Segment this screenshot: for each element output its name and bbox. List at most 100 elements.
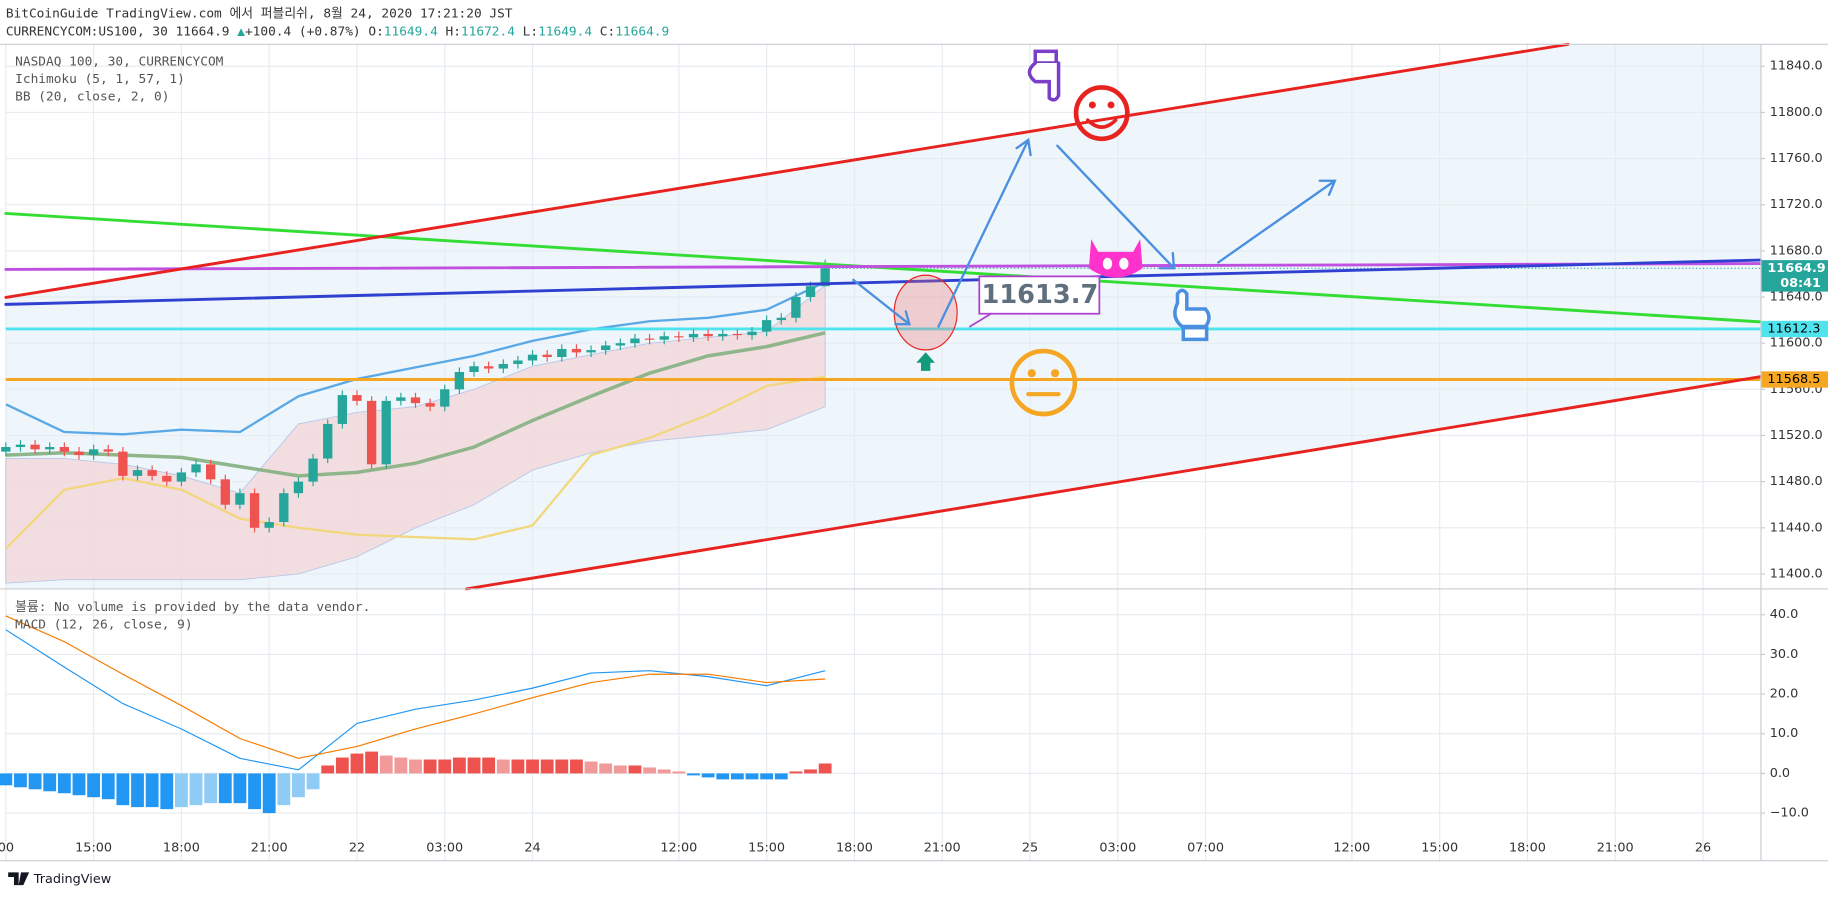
legend-line: BB (20, close, 2, 0) [15, 89, 169, 104]
histogram-bar [672, 771, 686, 774]
candle-body [381, 400, 391, 465]
histogram-bar [204, 773, 218, 804]
macd-line [5, 615, 826, 759]
x-tick-label: 18:00 [163, 840, 200, 855]
candle-body [15, 444, 26, 448]
candle-body [644, 338, 655, 340]
x-tick-label: 21:00 [1597, 840, 1634, 855]
histogram-bar [760, 773, 774, 780]
histogram-bar [570, 759, 583, 774]
candle-body [483, 366, 494, 369]
candle-body [571, 348, 582, 353]
cat-eye [1102, 257, 1113, 270]
candle-body [191, 464, 201, 473]
hand-finger [1027, 61, 1061, 102]
candle-body [323, 423, 333, 459]
price-label: 11612.3 [1767, 321, 1820, 336]
x-tick-label: 24 [524, 840, 540, 855]
trend-line-purple [4, 262, 1762, 271]
histogram-bar [409, 759, 422, 774]
candle-body [440, 389, 450, 407]
hand-cuff [1033, 49, 1058, 65]
candle-body [791, 297, 801, 318]
histogram-bar [248, 773, 261, 810]
histogram-bar [452, 757, 466, 774]
candle-body [30, 444, 40, 450]
callout-text: 11613.7 [982, 280, 1099, 310]
histogram-bar [57, 773, 71, 794]
x-tick-label: 22 [349, 840, 365, 855]
macd-legend: MACD (12, 26, close, 9) [15, 618, 192, 633]
histogram-bar [716, 773, 730, 780]
histogram-bar [292, 773, 305, 798]
channel-lower [464, 375, 1762, 591]
high: 11672.4 [461, 24, 515, 39]
candle-body [557, 348, 567, 358]
x-tick-label: 18:00 [836, 840, 873, 855]
highlight-ellipse [893, 274, 958, 351]
histogram-bar [701, 773, 715, 778]
indicator-line [5, 280, 826, 436]
drawings [4, 42, 1762, 591]
candle-body [162, 475, 172, 482]
x-tick-label: 21:00 [251, 840, 288, 855]
channel-upper [4, 42, 1570, 299]
candle-body [688, 333, 699, 338]
candle-body [761, 320, 772, 332]
candle-body [776, 317, 786, 321]
x-tick-label: 12:00 [660, 840, 697, 855]
histogram-bar [379, 755, 393, 774]
x-tick-label: 26 [1695, 840, 1711, 855]
histogram-bar [0, 773, 13, 786]
candle-body [147, 470, 157, 476]
l-label: L: [523, 24, 538, 39]
histogram-bar [43, 773, 57, 792]
y-tick-label: 11480.0 [1770, 474, 1823, 489]
countdown-label: 08:41 [1780, 276, 1821, 291]
frame [0, 43, 1828, 862]
face-eye [1088, 101, 1096, 109]
last-price-label: 11664.9 [1767, 261, 1825, 276]
legend-line: Ichimoku (5, 1, 57, 1) [15, 72, 185, 87]
open: 11649.4 [384, 24, 438, 39]
histogram-bar [804, 769, 817, 774]
candle-body [542, 354, 552, 358]
callout-box [978, 275, 1101, 315]
price-label-box [1761, 320, 1828, 338]
histogram-bar [321, 765, 335, 774]
y-tick-label: 11680.0 [1770, 243, 1823, 258]
histogram-bar [14, 773, 27, 788]
histogram-bar [87, 773, 101, 798]
legend-line: NASDAQ 100, 30, CURRENCYCOM [15, 54, 224, 69]
candle-body [176, 472, 187, 482]
histogram-bar [540, 759, 554, 774]
o-label: O: [368, 24, 383, 39]
x-tick-label: 21:00 [924, 840, 961, 855]
candle-body [454, 372, 465, 390]
symbol: CURRENCYCOM:US100, 30 [6, 24, 168, 39]
y-tick-label: 11720.0 [1770, 197, 1823, 212]
histogram-bar [467, 757, 481, 774]
candle-body [396, 397, 406, 401]
histogram-bar [438, 759, 452, 774]
candle-body [601, 345, 611, 351]
candle-body [498, 363, 508, 369]
histogram-bar [643, 767, 657, 774]
histogram-bar [277, 773, 291, 806]
candle-body [805, 286, 816, 298]
candle-body [659, 336, 669, 340]
indicator-line [5, 375, 826, 550]
histogram-bar [306, 773, 320, 790]
happy-face [1073, 85, 1130, 142]
candle-body [74, 451, 84, 456]
y-tick-label: 20.0 [1770, 687, 1799, 702]
close: 11664.9 [615, 24, 669, 39]
histogram-bar [423, 759, 437, 774]
price-label-box [1761, 371, 1828, 388]
histogram-bar [599, 763, 613, 774]
candle-body [469, 366, 479, 373]
y-tick-label: 40.0 [1770, 607, 1799, 622]
candle-body [703, 333, 713, 337]
histogram-bar [233, 773, 247, 804]
